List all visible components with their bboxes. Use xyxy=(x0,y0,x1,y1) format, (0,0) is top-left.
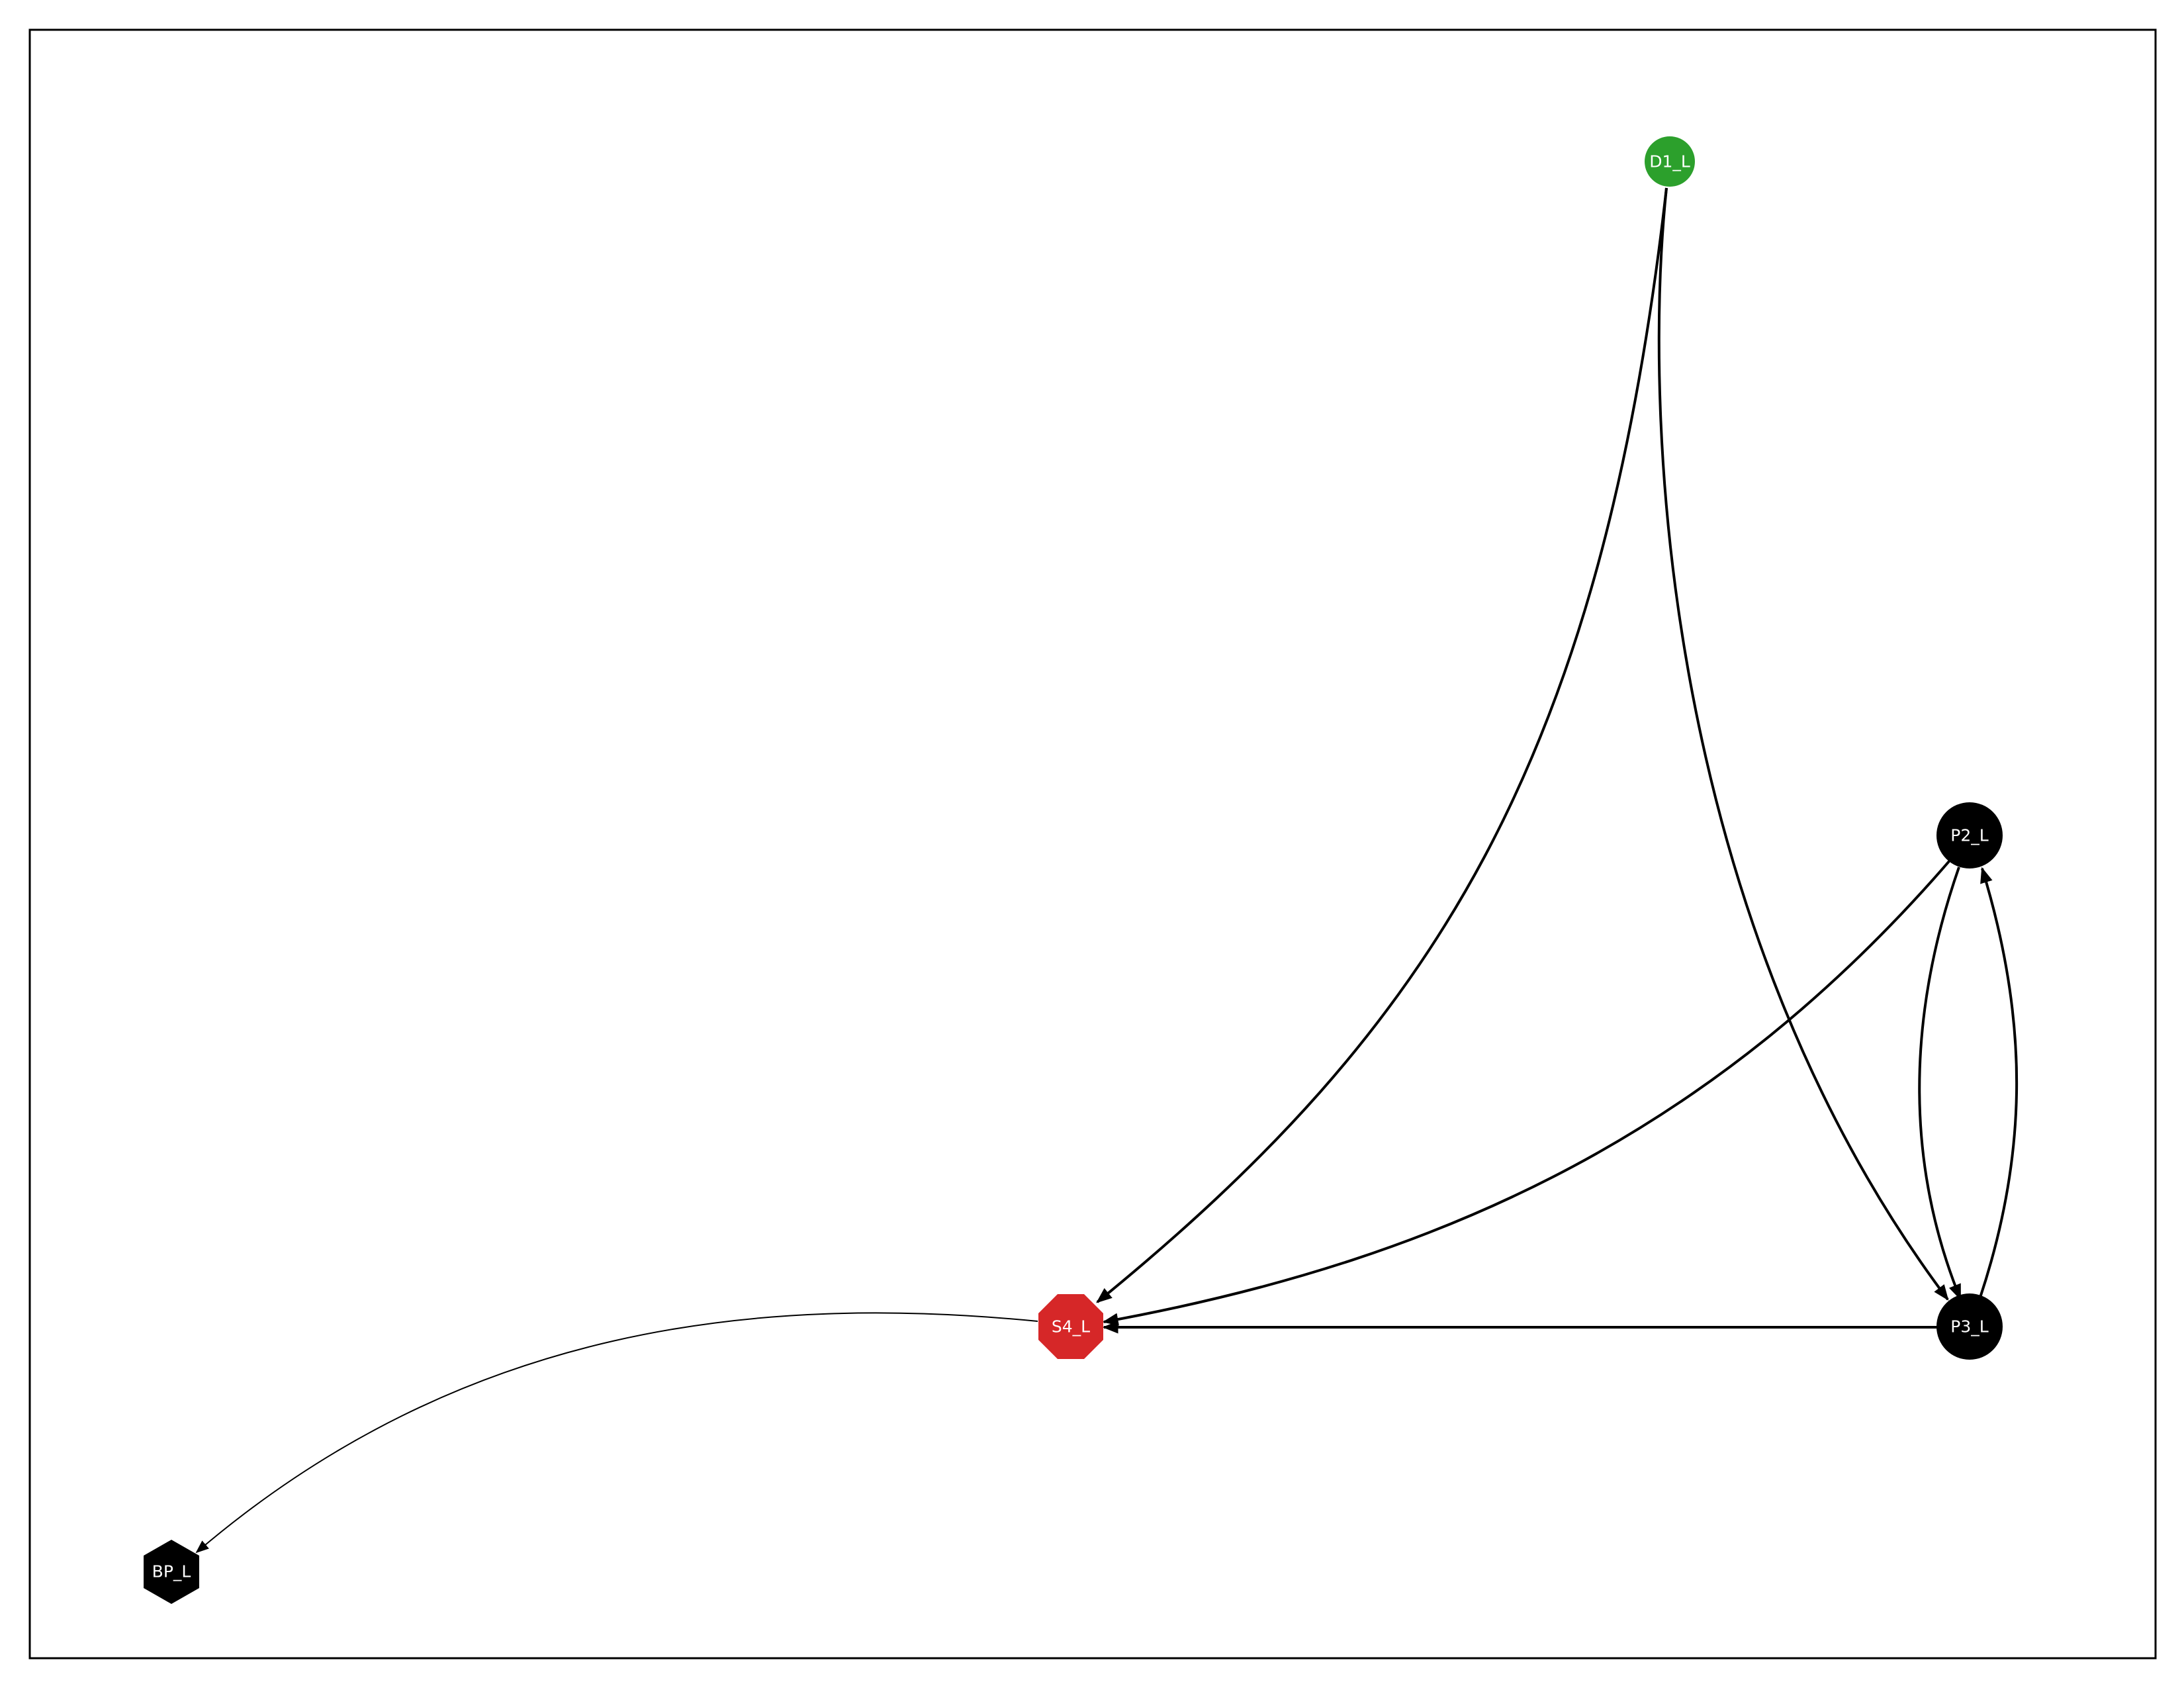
node-d1-l-label: D1_L xyxy=(1649,152,1690,171)
edge-d1-to-s4 xyxy=(1097,188,1666,1302)
edge-d1-to-p3 xyxy=(1659,188,1948,1299)
edge-p2-to-p3 xyxy=(1919,867,1960,1299)
edge-s4-to-bp xyxy=(197,1313,1038,1552)
node-s4-l[interactable]: S4_L xyxy=(1038,1294,1103,1359)
node-p3-l[interactable]: P3_L xyxy=(1936,1293,2003,1360)
node-p2-l-label: P2_L xyxy=(1950,826,1988,845)
diagram-frame xyxy=(30,30,2156,1658)
node-s4-l-label: S4_L xyxy=(1052,1317,1090,1336)
node-bp-l-label: BP_L xyxy=(152,1562,191,1581)
node-p3-l-label: P3_L xyxy=(1950,1317,1988,1336)
node-d1-l[interactable]: D1_L xyxy=(1645,136,1695,187)
node-bp-l[interactable]: BP_L xyxy=(144,1540,199,1604)
edge-p3-to-p2 xyxy=(1980,868,2017,1297)
node-p2-l[interactable]: P2_L xyxy=(1936,802,2003,868)
